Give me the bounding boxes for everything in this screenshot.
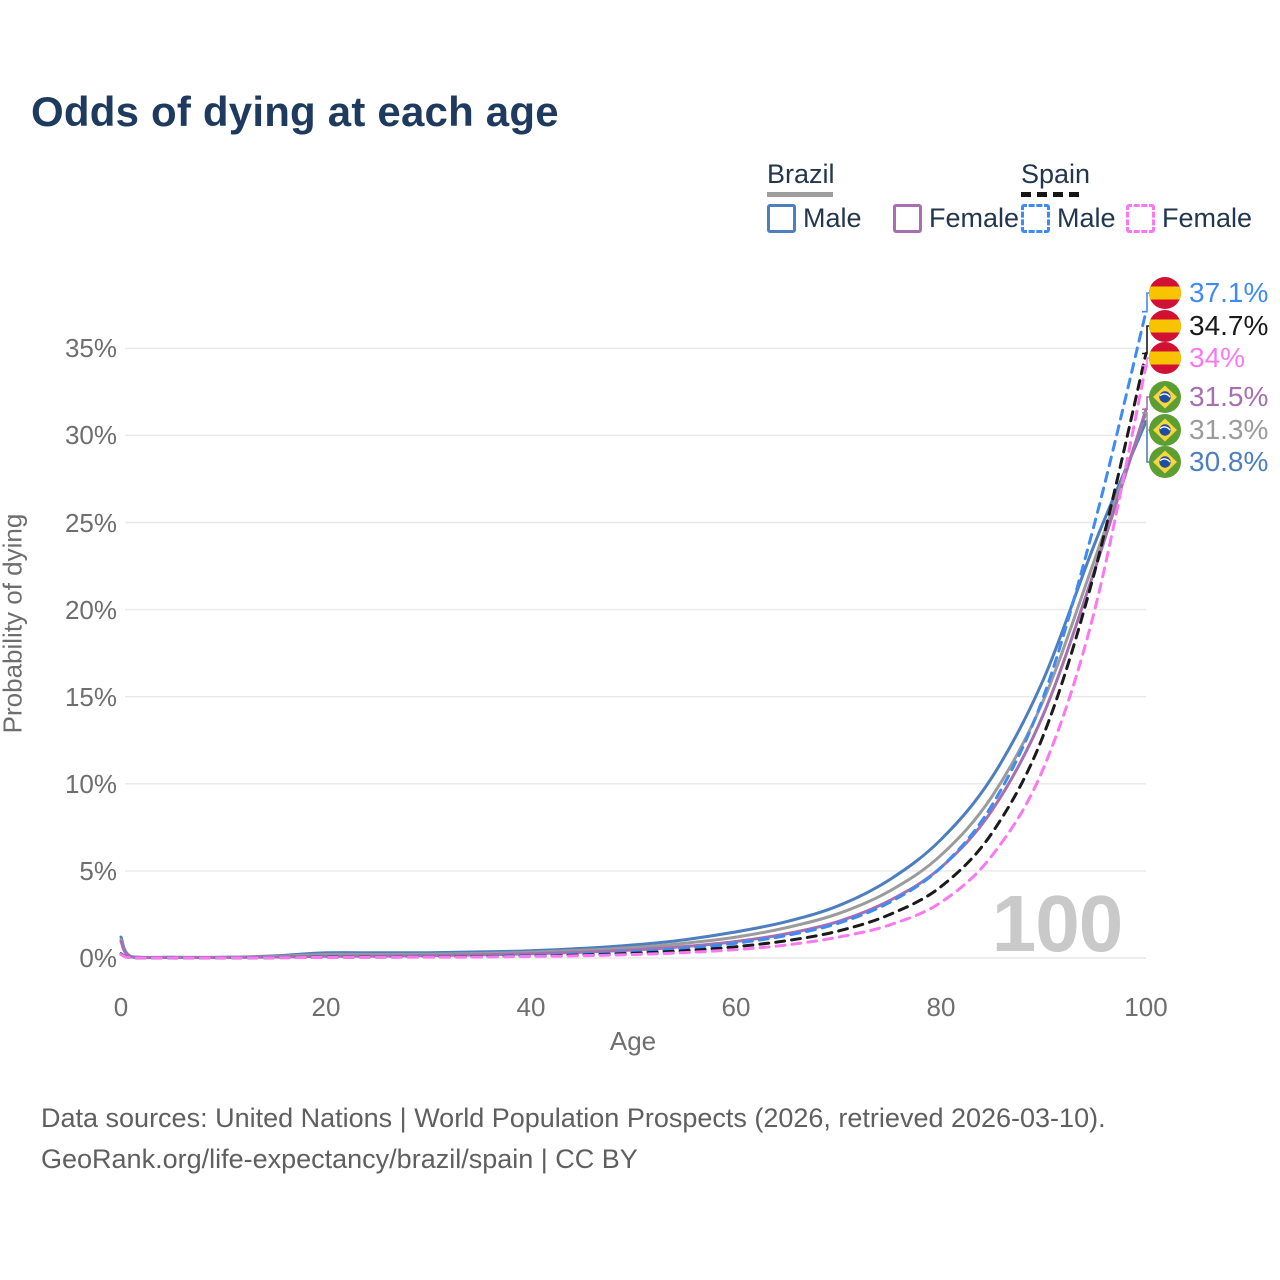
end-label-spain[interactable]: 34.7%	[1149, 310, 1268, 342]
legend-underline-spain	[1021, 192, 1083, 197]
legend-underline-brazil	[767, 192, 833, 197]
x-axis-title: Age	[609, 1026, 657, 1056]
legend-group-brazil: Brazil	[767, 161, 835, 197]
spain-male-swatch-icon	[1021, 204, 1050, 233]
page-title: Odds of dying at each age	[31, 88, 559, 135]
legend-item-label: Male	[803, 203, 862, 233]
x-tick-label: 40	[516, 992, 546, 1022]
x-tick-label: 80	[926, 992, 956, 1022]
end-label-value: 31.3%	[1189, 414, 1269, 445]
end-label-value: 34%	[1189, 342, 1246, 373]
hovered-age-watermark: 100	[991, 879, 1123, 968]
legend-item-brazil-female[interactable]: Female	[893, 203, 1019, 234]
legend-header-brazil[interactable]: Brazil	[767, 159, 835, 189]
legend-group-spain: Spain	[1021, 161, 1090, 197]
end-label-spain-male[interactable]: 37.1%	[1149, 277, 1268, 309]
chart-footer: Data sources: United Nations | World Pop…	[41, 1098, 1106, 1180]
y-axis-title: Probability of dying	[0, 513, 28, 734]
series-line-spain[interactable]	[119, 352, 1148, 960]
end-label-value: 37.1%	[1189, 277, 1269, 308]
legend-header-spain[interactable]: Spain	[1021, 159, 1091, 189]
end-label-brazil[interactable]: 31.3%	[1149, 414, 1268, 446]
y-tick-label: 25%	[64, 507, 117, 538]
spain-flag-icon	[1149, 277, 1181, 309]
series-line-spain-male[interactable]	[119, 310, 1148, 960]
brazil-female-swatch-icon	[893, 204, 922, 233]
data-sources-text: Data sources: United Nations | World Pop…	[41, 1103, 1106, 1133]
y-tick-label: 0%	[79, 943, 117, 973]
legend-item-spain-male[interactable]: Male	[1021, 203, 1116, 234]
end-label-brazil-male[interactable]: 30.8%	[1149, 446, 1268, 478]
end-label-value: 30.8%	[1189, 446, 1269, 477]
x-tick-label: 100	[1124, 992, 1168, 1022]
end-label-value: 31.5%	[1189, 381, 1269, 412]
legend-item-spain-female[interactable]: Female	[1126, 203, 1252, 234]
x-tick-label: 60	[721, 992, 751, 1022]
y-tick-label: 20%	[64, 594, 117, 625]
spain-female-swatch-icon	[1126, 204, 1155, 233]
series-line-spain-female[interactable]	[119, 364, 1148, 960]
end-label-value: 34.7%	[1189, 310, 1269, 341]
brazil-flag-icon	[1149, 381, 1181, 413]
spain-flag-icon	[1149, 310, 1181, 342]
series-line-brazil[interactable]	[119, 411, 1148, 960]
legend-item-label: Female	[1162, 203, 1253, 233]
brazil-flag-icon	[1149, 446, 1181, 478]
attribution-link[interactable]: GeoRank.org/life-expectancy/brazil/spain…	[41, 1144, 638, 1174]
legend-item-brazil-male[interactable]: Male	[767, 203, 862, 234]
y-tick-label: 5%	[79, 855, 117, 886]
spain-flag-icon	[1149, 342, 1181, 374]
y-tick-label: 10%	[64, 768, 117, 799]
series-line-brazil-female[interactable]	[119, 407, 1148, 960]
legend-item-label: Male	[1057, 203, 1116, 233]
x-tick-label: 20	[311, 992, 341, 1022]
x-tick-label: 0	[113, 992, 129, 1022]
end-label-spain-female[interactable]: 34%	[1149, 342, 1245, 374]
y-tick-label: 35%	[64, 333, 117, 364]
y-tick-label: 15%	[64, 681, 117, 712]
y-tick-label: 30%	[64, 420, 117, 451]
end-label-brazil-female[interactable]: 31.5%	[1149, 381, 1268, 413]
brazil-flag-icon	[1149, 414, 1181, 446]
legend-item-label: Female	[929, 203, 1020, 233]
brazil-male-swatch-icon	[767, 204, 796, 233]
